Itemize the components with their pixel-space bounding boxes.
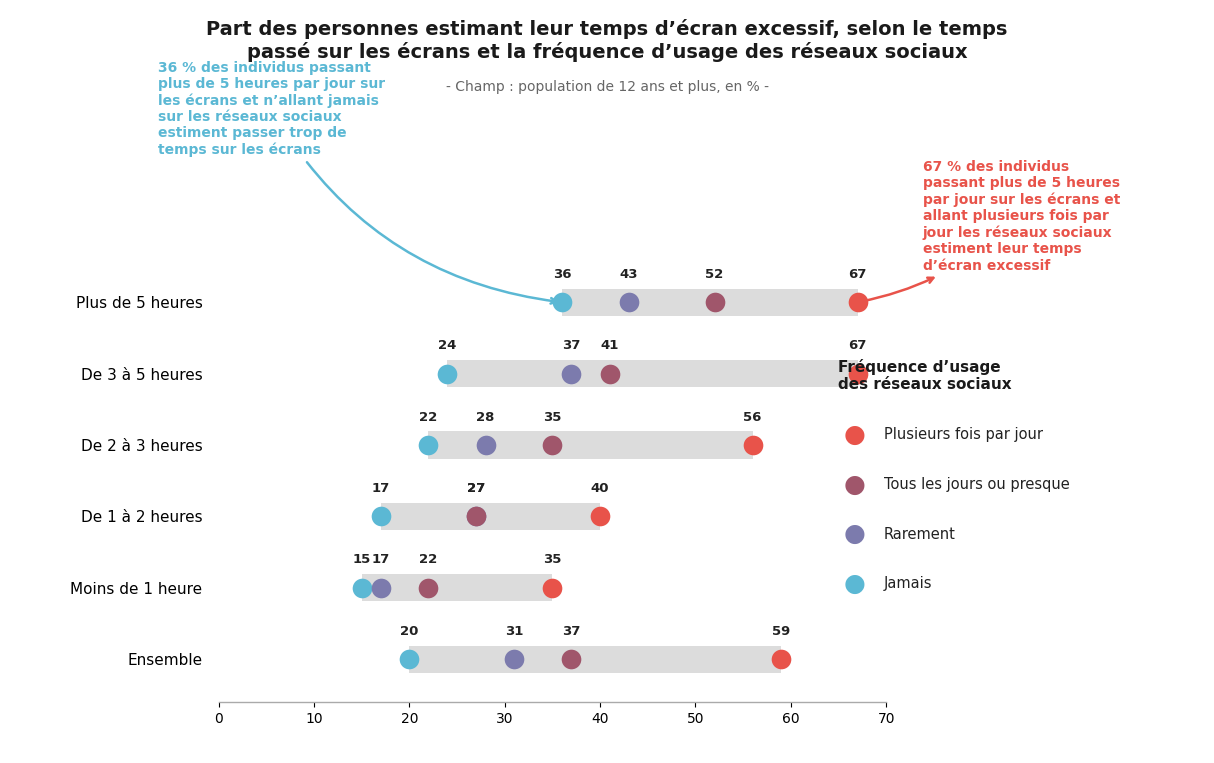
Point <box>705 296 725 308</box>
Text: 36 % des individus passant
plus de 5 heures par jour sur
les écrans et n’allant : 36 % des individus passant plus de 5 heu… <box>158 61 556 304</box>
Text: 40: 40 <box>591 482 609 495</box>
Text: 20: 20 <box>401 625 419 638</box>
Point <box>505 653 524 665</box>
Point <box>371 581 391 594</box>
Bar <box>381 503 600 530</box>
Point <box>419 439 438 451</box>
Text: ●: ● <box>844 571 866 596</box>
Text: 56: 56 <box>743 410 762 423</box>
Text: 27: 27 <box>467 482 486 495</box>
Point <box>476 439 495 451</box>
Point <box>743 439 762 451</box>
Point <box>562 653 582 665</box>
Bar <box>429 431 753 459</box>
Point <box>419 581 438 594</box>
Point <box>562 368 582 380</box>
Text: 37: 37 <box>562 340 580 353</box>
Text: 17: 17 <box>371 553 390 566</box>
Point <box>552 296 572 308</box>
Text: 52: 52 <box>705 268 724 281</box>
Point <box>399 653 419 665</box>
Text: 67: 67 <box>849 340 867 353</box>
Text: 41: 41 <box>601 340 619 353</box>
Point <box>352 581 371 594</box>
Text: 36: 36 <box>552 268 571 281</box>
Point <box>466 510 486 523</box>
Text: Rarement: Rarement <box>884 526 955 542</box>
Bar <box>562 288 857 316</box>
Text: 67: 67 <box>849 268 867 281</box>
Point <box>543 439 562 451</box>
Point <box>438 368 458 380</box>
Text: 35: 35 <box>543 553 562 566</box>
Text: 37: 37 <box>562 625 580 638</box>
Text: ●: ● <box>844 522 866 546</box>
Text: Plusieurs fois par jour: Plusieurs fois par jour <box>884 427 1043 443</box>
Point <box>847 296 867 308</box>
Bar <box>409 645 782 673</box>
Text: 59: 59 <box>772 625 790 638</box>
Text: 17: 17 <box>371 482 390 495</box>
Text: 35: 35 <box>543 410 562 423</box>
Text: 15: 15 <box>352 553 370 566</box>
Text: Part des personnes estimant leur temps d’écran excessif, selon le temps
passé su: Part des personnes estimant leur temps d… <box>206 19 1008 63</box>
Point <box>371 510 391 523</box>
Point <box>847 368 867 380</box>
Text: 67 % des individus
passant plus de 5 heures
par jour sur les écrans et
allant pl: 67 % des individus passant plus de 5 heu… <box>861 160 1121 301</box>
Text: 22: 22 <box>419 410 437 423</box>
Text: Tous les jours ou presque: Tous les jours ou presque <box>884 477 1070 492</box>
Bar <box>448 360 857 387</box>
Point <box>590 510 609 523</box>
Text: ●: ● <box>844 472 866 497</box>
Text: ●: ● <box>844 423 866 447</box>
Text: Jamais: Jamais <box>884 576 932 591</box>
Point <box>619 296 639 308</box>
Text: 22: 22 <box>419 553 437 566</box>
Point <box>772 653 792 665</box>
Point <box>543 581 562 594</box>
Point <box>600 368 619 380</box>
Text: - Champ : population de 12 ans et plus, en % -: - Champ : population de 12 ans et plus, … <box>446 80 768 94</box>
Text: 24: 24 <box>438 340 456 353</box>
Text: 28: 28 <box>476 410 495 423</box>
Bar <box>362 575 552 601</box>
Text: 27: 27 <box>467 482 486 495</box>
Text: 31: 31 <box>505 625 523 638</box>
Text: 43: 43 <box>619 268 637 281</box>
Point <box>466 510 486 523</box>
Text: Fréquence d’usage
des réseaux sociaux: Fréquence d’usage des réseaux sociaux <box>838 359 1011 392</box>
